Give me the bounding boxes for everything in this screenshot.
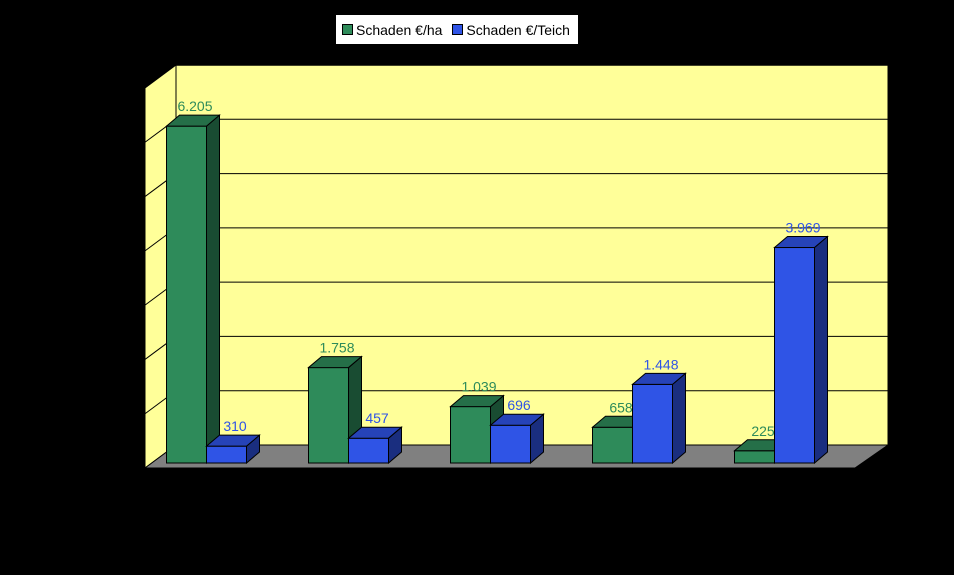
bar-side (672, 372, 686, 465)
data-label: 225 (751, 423, 775, 439)
bar (348, 437, 389, 464)
data-label: 457 (365, 410, 389, 426)
bar-top (165, 114, 221, 127)
data-label: 3.969 (785, 220, 820, 236)
bar-top (489, 413, 545, 426)
bar (166, 125, 207, 464)
bar-side (206, 114, 220, 465)
bar (632, 383, 673, 464)
data-label: 1.758 (319, 340, 354, 356)
bar (206, 445, 247, 464)
bar (450, 406, 491, 464)
data-label: 310 (223, 418, 247, 434)
bar-top (347, 426, 403, 439)
legend-label-series-1: Schaden €/ha (356, 21, 443, 38)
data-label: 1.448 (643, 356, 678, 372)
bar-top (449, 395, 505, 408)
bar (592, 426, 633, 464)
legend-swatch-series-1 (342, 24, 353, 35)
bar-side (814, 235, 828, 465)
bar (734, 450, 775, 464)
data-label: 1.039 (461, 379, 496, 395)
data-label: 696 (507, 397, 531, 413)
legend-swatch-series-2 (452, 24, 464, 35)
bar (774, 247, 815, 464)
bar-top (631, 372, 687, 385)
data-label: 658 (609, 399, 633, 415)
legend: Schaden €/ha Schaden €/Teich (335, 14, 579, 45)
bar-top (205, 434, 261, 447)
legend-item-series-1: Schaden €/ha (342, 22, 442, 38)
bar-top (307, 356, 363, 369)
data-label: 6.205 (177, 98, 212, 114)
bar-top (773, 236, 829, 249)
bar (490, 424, 531, 464)
legend-item-series-2: Schaden €/Teich (452, 22, 570, 38)
bar (308, 367, 349, 464)
legend-label-series-2: Schaden €/Teich (466, 21, 570, 38)
